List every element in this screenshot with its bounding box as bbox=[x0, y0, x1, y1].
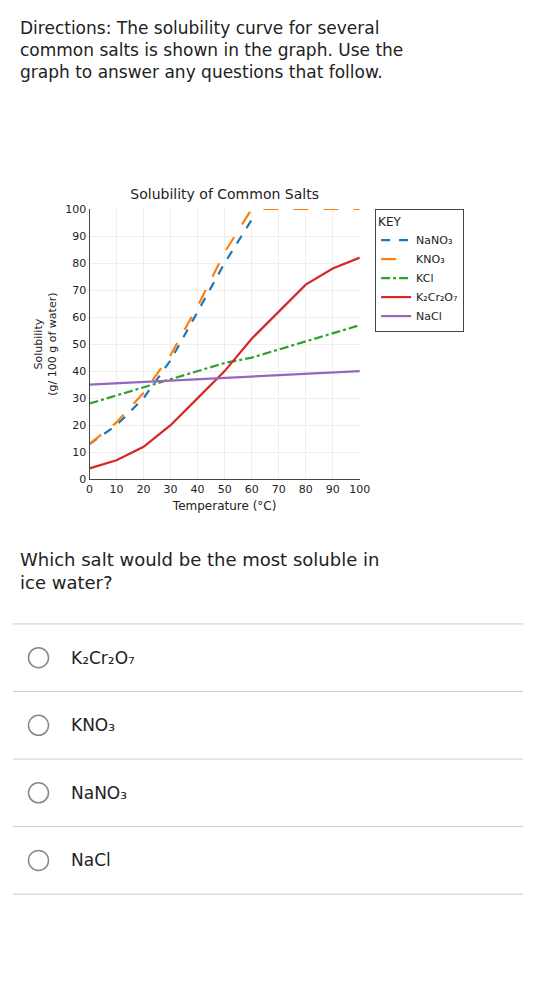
svg-text:NaCl: NaCl bbox=[416, 310, 442, 323]
svg-text:50: 50 bbox=[218, 483, 232, 496]
svg-text:20: 20 bbox=[72, 419, 86, 432]
svg-text:90: 90 bbox=[326, 483, 340, 496]
svg-text:Solubility(g/ 100 g of water): Solubility(g/ 100 g of water) bbox=[32, 293, 59, 396]
svg-text:60: 60 bbox=[245, 483, 259, 496]
svg-text:Which salt would be the most s: Which salt would be the most soluble ini… bbox=[20, 549, 379, 593]
svg-text:40: 40 bbox=[191, 483, 205, 496]
svg-text:30: 30 bbox=[164, 483, 178, 496]
svg-text:KNO₃: KNO₃ bbox=[416, 253, 445, 266]
svg-text:NaCl: NaCl bbox=[71, 850, 111, 870]
svg-text:40: 40 bbox=[72, 365, 86, 378]
svg-text:KEY: KEY bbox=[378, 215, 401, 229]
svg-text:Solubility of Common Salts: Solubility of Common Salts bbox=[130, 186, 319, 202]
svg-text:70: 70 bbox=[272, 483, 286, 496]
svg-text:0: 0 bbox=[79, 473, 86, 486]
svg-text:0: 0 bbox=[86, 483, 93, 496]
svg-text:90: 90 bbox=[72, 230, 86, 243]
svg-text:NaNO₃: NaNO₃ bbox=[416, 234, 452, 247]
svg-text:Temperature (°C): Temperature (°C) bbox=[172, 499, 277, 513]
svg-text:10: 10 bbox=[110, 483, 124, 496]
svg-text:100: 100 bbox=[349, 483, 370, 496]
svg-text:80: 80 bbox=[299, 483, 313, 496]
svg-text:K₂Cr₂O₇: K₂Cr₂O₇ bbox=[416, 291, 457, 304]
svg-text:NaNO₃: NaNO₃ bbox=[71, 783, 127, 803]
svg-text:10: 10 bbox=[72, 446, 86, 459]
svg-text:KCl: KCl bbox=[416, 272, 433, 285]
svg-text:K₂Cr₂O₇: K₂Cr₂O₇ bbox=[71, 648, 135, 668]
svg-text:KNO₃: KNO₃ bbox=[71, 715, 115, 735]
svg-text:50: 50 bbox=[72, 338, 86, 351]
svg-text:80: 80 bbox=[72, 257, 86, 270]
svg-text:30: 30 bbox=[72, 392, 86, 405]
svg-text:100: 100 bbox=[65, 203, 86, 216]
svg-text:20: 20 bbox=[137, 483, 151, 496]
svg-text:60: 60 bbox=[72, 311, 86, 324]
svg-text:Directions: The solubility cur: Directions: The solubility curve for sev… bbox=[20, 18, 403, 82]
svg-text:70: 70 bbox=[72, 284, 86, 297]
